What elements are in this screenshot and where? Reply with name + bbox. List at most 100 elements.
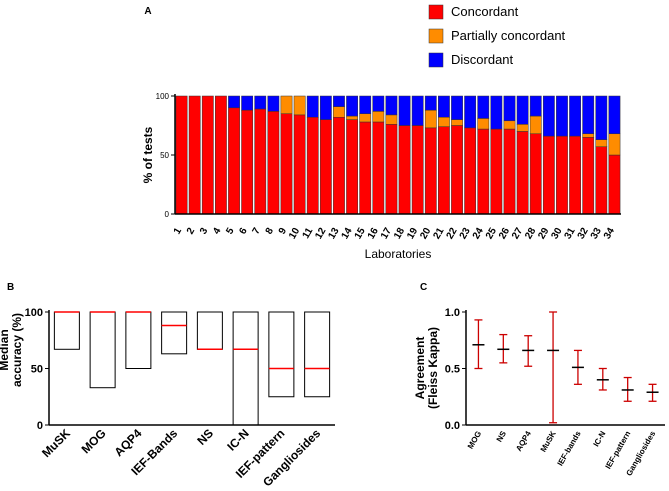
x-tick-label: 17	[379, 226, 394, 242]
bar-segment	[372, 121, 385, 215]
bar-segment	[398, 125, 411, 215]
y-axis-label: % of tests	[141, 126, 155, 183]
bar-segment	[424, 95, 437, 111]
x-tick-label: 22	[445, 226, 460, 242]
bar-segment	[411, 125, 424, 215]
bar-segment	[411, 95, 424, 126]
bar-segment	[385, 114, 398, 125]
x-tick-label: 19	[405, 226, 420, 242]
y-tick-label: 0	[37, 420, 43, 432]
panel-label: B	[7, 282, 14, 293]
bar-segment	[241, 109, 254, 215]
range-bar	[304, 311, 331, 398]
legend-swatch	[428, 52, 444, 68]
range-bar	[125, 311, 152, 369]
x-tick-label: 7	[251, 226, 264, 237]
bar-segment	[582, 133, 595, 138]
bar-segment	[451, 95, 463, 120]
x-tick-label: IEF-bands	[556, 429, 583, 467]
x-tick-label: 26	[497, 226, 512, 242]
x-tick-label: AQP4	[111, 426, 144, 459]
x-tick-label: 25	[484, 226, 499, 242]
bar-segment	[608, 95, 621, 135]
y-axis-label: Median	[0, 329, 11, 370]
range-bar	[232, 311, 259, 426]
y-tick-label: 100	[156, 92, 170, 101]
bar-segment	[464, 127, 477, 215]
bar-segment	[175, 95, 188, 215]
range-bar	[196, 311, 223, 350]
bar-segment	[267, 111, 280, 215]
y-tick-label: 100	[25, 307, 43, 319]
x-tick-label: 3	[198, 226, 211, 237]
bar-segment	[516, 124, 529, 132]
y-axis-label: Agreement	[413, 337, 427, 400]
bar-segment	[372, 111, 385, 123]
bar-segment	[346, 119, 358, 215]
bar-segment	[569, 95, 581, 137]
x-tick-label: NS	[495, 429, 509, 444]
bar-segment	[438, 126, 450, 215]
x-tick-label: 28	[523, 226, 538, 242]
x-tick-label: 1	[172, 226, 185, 237]
y-tick-label: 1.0	[445, 307, 460, 319]
x-tick-label: 10	[287, 226, 302, 242]
bar-segment	[438, 95, 450, 118]
x-tick-label: 20	[418, 226, 433, 242]
x-tick-label: 16	[366, 226, 381, 242]
bar-segment	[516, 95, 529, 125]
bar-segment	[280, 95, 293, 114]
bar-segment	[451, 125, 463, 215]
bar-segment	[254, 95, 267, 110]
x-tick-label: 27	[510, 226, 525, 242]
x-tick-label: IEF-pattern	[604, 429, 633, 470]
x-tick-label: 4	[211, 226, 224, 237]
legend-label: Concordant	[451, 4, 519, 19]
x-tick-label: 11	[301, 226, 316, 241]
bar-segment	[346, 115, 358, 120]
bar-segment	[241, 95, 254, 111]
y-axis-label: accuracy (%)	[10, 313, 24, 387]
x-tick-label: 33	[589, 226, 604, 242]
x-tick-label: IC-N	[224, 426, 251, 453]
bar-segment	[359, 121, 372, 215]
x-tick-label: IC-N	[592, 429, 608, 448]
bar-segment	[280, 113, 293, 215]
bar-segment	[306, 116, 319, 215]
x-tick-label: 24	[471, 226, 486, 242]
bar-segment	[267, 95, 280, 112]
bar-segment	[215, 95, 227, 215]
bar-segment	[228, 107, 240, 215]
panel-label: C	[420, 282, 427, 293]
panel-a: A1 2 3 4 5 6 7 8 9101112131415161718192021222324…	[141, 4, 621, 261]
x-tick-label: 18	[392, 226, 407, 242]
x-tick-label: 5	[224, 226, 237, 237]
bar-segment	[464, 95, 477, 129]
x-tick-label: MuSK	[539, 429, 558, 453]
bar-segment	[595, 139, 608, 147]
bar-segment	[333, 116, 345, 215]
bar-segment	[254, 108, 267, 215]
bar-segment	[503, 128, 516, 215]
x-tick-label: 8	[264, 226, 277, 237]
x-tick-label: AQP4	[514, 429, 533, 453]
bar-segment	[359, 113, 372, 123]
bar-segment	[228, 95, 240, 109]
bar-segment	[333, 106, 345, 118]
bar-segment	[424, 109, 437, 129]
x-axis-label: Laboratories	[365, 247, 432, 261]
legend-label: Partially concordant	[451, 28, 566, 43]
y-tick-label: 0.5	[445, 364, 460, 376]
bar-segment	[608, 133, 621, 156]
y-tick-label: 50	[31, 364, 43, 376]
bar-segment	[529, 95, 542, 117]
bar-segment	[595, 95, 608, 140]
x-tick-label: MOG	[79, 426, 109, 456]
x-tick-label: 9	[277, 226, 290, 237]
bar-segment	[542, 95, 555, 137]
range-bar	[89, 311, 116, 389]
x-tick-label: 2	[185, 226, 198, 237]
x-tick-label: 32	[576, 226, 591, 242]
bar-segment	[556, 95, 568, 137]
